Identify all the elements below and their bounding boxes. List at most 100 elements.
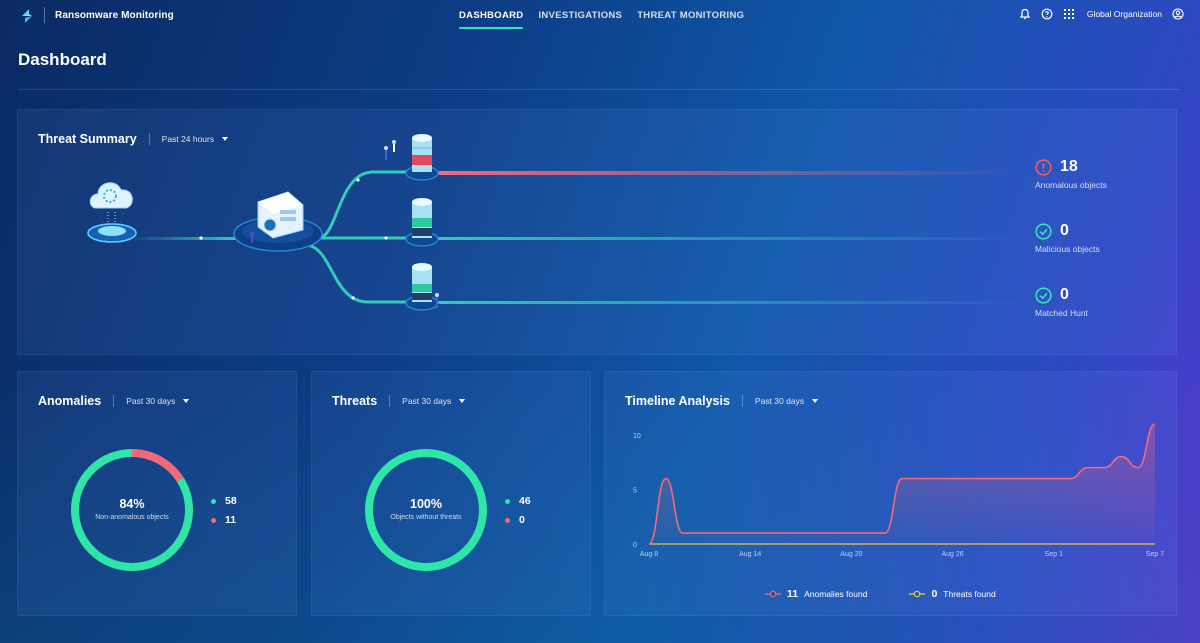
threat-summary-title: Threat Summary bbox=[38, 132, 137, 146]
anomalies-series-line bbox=[648, 423, 1156, 545]
legend-dot-green bbox=[505, 498, 510, 504]
legend-threats-value: 0 bbox=[931, 588, 938, 600]
y-tick-label: 5 bbox=[633, 487, 637, 494]
scanner-hub-icon bbox=[233, 191, 323, 252]
header-divider bbox=[389, 395, 391, 407]
chevron-down-icon bbox=[183, 399, 190, 403]
brand-divider bbox=[44, 7, 45, 23]
x-tick-label: Aug 20 bbox=[840, 551, 862, 558]
legend-anomalies[interactable]: 11 Anomalies found bbox=[765, 588, 867, 600]
threat-summary-card: Threat Summary Past 24 hours bbox=[17, 109, 1177, 355]
anomalies-range-dropdown[interactable]: Past 30 days bbox=[126, 396, 190, 406]
range-label: Past 30 days bbox=[402, 396, 452, 406]
alert-circle-icon bbox=[1035, 158, 1052, 176]
help-icon[interactable] bbox=[1041, 8, 1053, 20]
threats-header: Threats Past 30 days bbox=[332, 394, 466, 408]
line-marker-icon bbox=[909, 590, 926, 598]
legend-value: 46 bbox=[519, 495, 531, 507]
stat-malicious[interactable]: 0 Malicious objects bbox=[1035, 222, 1100, 254]
header-divider bbox=[148, 133, 150, 145]
database-hunt-icon bbox=[405, 263, 439, 311]
line-marker-icon bbox=[765, 590, 781, 598]
database-malicious-icon bbox=[405, 198, 439, 247]
timeline-chart: 10 5 0 Aug 8 Aug 14 Aug 20 Aug 26 Sep 1 Sep 7 bbox=[633, 423, 1164, 558]
page-title: Dashboard bbox=[18, 50, 107, 69]
legend-dot-red bbox=[211, 517, 216, 523]
legend-dot-green bbox=[211, 498, 216, 504]
y-tick-label: 10 bbox=[633, 433, 641, 440]
anomalies-legend: 58 11 bbox=[211, 495, 237, 533]
anomalies-area bbox=[649, 424, 1155, 544]
x-tick-label: Sep 1 bbox=[1045, 551, 1063, 558]
timeline-title: Timeline Analysis bbox=[625, 394, 730, 408]
range-label: Past 30 days bbox=[126, 396, 176, 406]
legend-anomalies-value: 11 bbox=[787, 588, 799, 600]
malicious-count: 0 bbox=[1060, 222, 1069, 239]
anomalies-donut-center: 84% Non-anomalous objects bbox=[70, 497, 194, 521]
chevron-down-icon bbox=[459, 399, 466, 403]
legend-item: 58 bbox=[211, 495, 237, 507]
timeline-card: Timeline Analysis Past 30 days 10 5 0 Aug … bbox=[604, 371, 1177, 616]
timeline-range-dropdown[interactable]: Past 30 days bbox=[754, 396, 819, 406]
bell-icon[interactable] bbox=[1019, 8, 1031, 20]
check-circle-icon bbox=[1035, 222, 1052, 240]
threats-donut-chart bbox=[365, 449, 487, 571]
app-title: Ransomware Monitoring bbox=[55, 10, 174, 21]
anomalies-donut-chart bbox=[71, 449, 193, 571]
x-tick-label: Aug 8 bbox=[640, 551, 658, 558]
database-anomalous-icon bbox=[384, 134, 439, 181]
anomalous-count: 18 bbox=[1060, 158, 1078, 175]
threats-legend: 46 0 bbox=[505, 495, 531, 533]
legend-dot-red bbox=[505, 517, 510, 523]
nav-threat-monitoring[interactable]: THREAT MONITORING bbox=[637, 10, 745, 21]
threats-title: Threats bbox=[332, 394, 378, 408]
legend-item: 0 bbox=[505, 514, 531, 526]
anomalies-title: Anomalies bbox=[38, 394, 102, 408]
hunt-lane bbox=[438, 301, 1028, 304]
organization-selector[interactable]: Global Organization bbox=[1086, 9, 1162, 19]
anomalous-lane bbox=[438, 171, 1018, 175]
threats-range-dropdown[interactable]: Past 30 days bbox=[402, 396, 466, 406]
legend-value: 0 bbox=[519, 514, 525, 526]
anomalies-percent: 84% bbox=[119, 497, 145, 511]
threat-summary-range-dropdown[interactable]: Past 24 hours bbox=[161, 134, 229, 144]
malicious-label: Malicious objects bbox=[1035, 244, 1100, 254]
matched-hunt-count: 0 bbox=[1060, 286, 1069, 303]
threats-card: Threats Past 30 days 100% Objects withou… bbox=[311, 371, 591, 616]
header-divider bbox=[741, 395, 743, 407]
app-logo-icon[interactable] bbox=[18, 7, 36, 25]
legend-threats-label: Threats found bbox=[943, 589, 996, 599]
inbound-pipe bbox=[128, 237, 243, 240]
header-divider bbox=[113, 395, 115, 407]
threats-donut-center: 100% Objects without threats bbox=[364, 497, 488, 521]
apps-grid-icon[interactable] bbox=[1063, 8, 1075, 20]
threat-flow-illustration bbox=[87, 134, 1028, 311]
anomalies-header: Anomalies Past 30 days bbox=[38, 394, 190, 408]
stat-matched-hunt[interactable]: 0 Matched Hunt bbox=[1035, 286, 1088, 318]
range-label: Past 24 hours bbox=[161, 134, 215, 144]
range-label: Past 30 days bbox=[754, 396, 805, 406]
nav-dashboard[interactable]: DASHBOARD bbox=[459, 10, 524, 29]
check-circle-icon bbox=[1035, 286, 1052, 304]
nav-investigations[interactable]: INVESTIGATIONS bbox=[538, 10, 623, 21]
legend-threats[interactable]: 0 Threats found bbox=[909, 588, 996, 600]
legend-item: 46 bbox=[505, 495, 531, 507]
legend-value: 11 bbox=[225, 514, 237, 526]
legend-item: 11 bbox=[211, 514, 237, 526]
anomalies-center-label: Non-anomalous objects bbox=[95, 514, 169, 521]
title-divider bbox=[18, 89, 1180, 90]
x-tick-label: Sep 7 bbox=[1146, 551, 1164, 558]
x-tick-label: Aug 26 bbox=[942, 551, 964, 558]
donut-bad-arc bbox=[71, 449, 193, 571]
timeline-legend: 11 Anomalies found 0 Threats found bbox=[765, 588, 996, 600]
malicious-lane bbox=[438, 237, 1028, 240]
threats-percent: 100% bbox=[410, 497, 442, 511]
x-tick-label: Aug 14 bbox=[739, 551, 761, 558]
main-nav: DASHBOARD INVESTIGATIONS THREAT MONITORI… bbox=[459, 10, 744, 29]
stat-anomalous[interactable]: 18 Anomalous objects bbox=[1035, 158, 1107, 190]
legend-value: 58 bbox=[225, 495, 237, 507]
threats-center-label: Objects without threats bbox=[390, 514, 462, 521]
anomalies-card: Anomalies Past 30 days 84% Non-anomalous… bbox=[17, 371, 297, 616]
user-circle-icon[interactable] bbox=[1172, 8, 1184, 20]
cloud-source-icon bbox=[87, 182, 137, 243]
